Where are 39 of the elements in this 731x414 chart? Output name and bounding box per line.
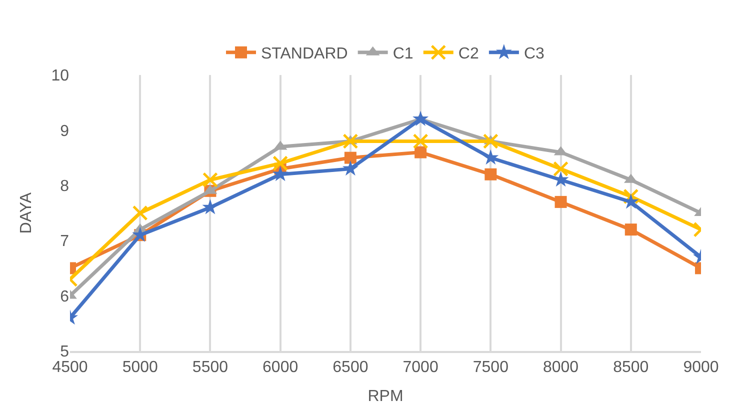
x-axis-title: RPM: [368, 388, 404, 406]
point: [342, 160, 358, 176]
x-tick-label: 4500: [52, 358, 88, 376]
point: [623, 188, 639, 204]
x-tick-label: 5500: [192, 358, 228, 376]
x-tick-label: 7000: [402, 358, 438, 376]
point: [484, 168, 497, 180]
point: [344, 152, 356, 164]
point: [412, 133, 428, 149]
legend-label: C1: [392, 46, 414, 63]
point: [412, 110, 429, 126]
point: [202, 172, 218, 188]
legend-label: C2: [458, 46, 479, 63]
y-tick-label: 7: [60, 233, 70, 250]
x-tick-label: 6000: [262, 358, 298, 376]
point: [414, 146, 427, 158]
x-tick-label: 9000: [683, 358, 719, 376]
legend-label: STANDARD: [261, 46, 348, 63]
point: [272, 156, 288, 172]
point: [624, 224, 637, 236]
x-tick-label: 7500: [472, 358, 509, 376]
point: [482, 133, 498, 149]
point: [482, 149, 499, 165]
y-tick-label: 5: [60, 344, 70, 361]
point: [554, 196, 567, 208]
y-tick-label: 8: [60, 178, 70, 195]
point: [553, 161, 569, 177]
x-tick-label: 5000: [122, 358, 158, 376]
y-axis-title: DAYA: [18, 192, 36, 234]
point: [272, 166, 288, 182]
y-tick-label: 6: [60, 288, 70, 306]
point: [342, 133, 358, 149]
y-tick-label: 9: [60, 122, 70, 140]
x-tick-label: 8500: [613, 358, 649, 376]
x-tick-label: 8000: [542, 358, 579, 376]
x-tick-label: 6500: [332, 358, 368, 376]
point: [132, 205, 148, 221]
y-tick-label: 10: [51, 68, 70, 85]
legend-label: C3: [524, 46, 544, 63]
